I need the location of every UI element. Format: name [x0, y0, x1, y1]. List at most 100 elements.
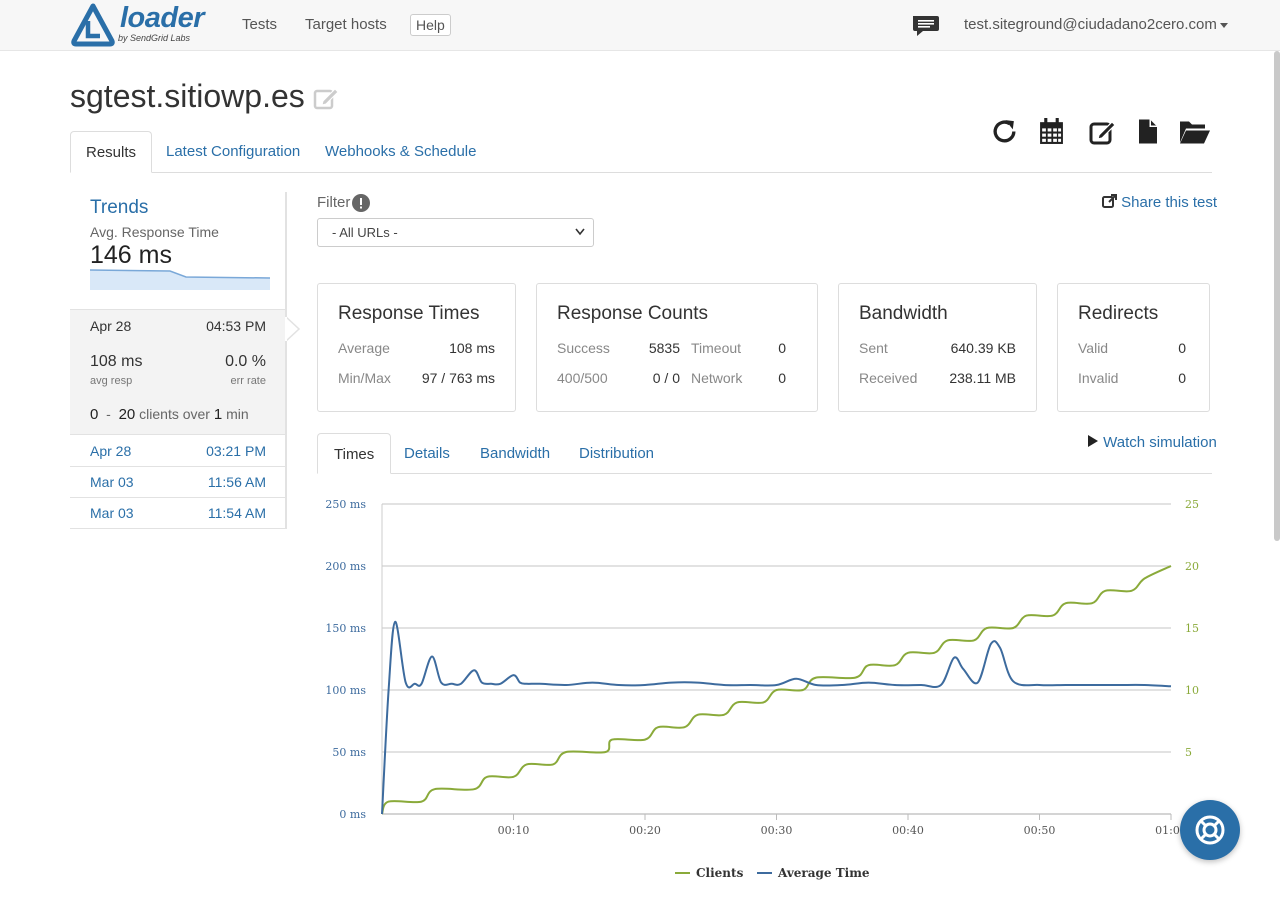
- minmax-value: 97 / 763 ms: [421, 370, 495, 386]
- y-left-tick-label: 250 ms: [325, 498, 366, 511]
- loader-logo-icon: [71, 3, 115, 47]
- y-right-tick-label: 10: [1185, 684, 1199, 697]
- run-clients-summary: 0 - 20 clients over 1 min: [90, 406, 249, 423]
- minmax-label: Min/Max: [338, 370, 391, 386]
- network-label: Network: [691, 370, 743, 386]
- trends-sparkline: [90, 269, 270, 290]
- chevron-down-icon: [1219, 22, 1228, 28]
- errors-label: 400/500: [557, 370, 608, 386]
- y-right-tick-label: 15: [1185, 622, 1199, 635]
- received-value: 238.11 MB: [949, 370, 1016, 386]
- run-avg-response-label: avg resp: [90, 375, 133, 387]
- nav-tests[interactable]: Tests: [242, 16, 278, 33]
- card-title: Response Times: [338, 303, 480, 324]
- invalid-label: Invalid: [1078, 370, 1119, 386]
- file-icon[interactable]: [1138, 118, 1158, 150]
- main-tabs: Results Latest Configuration Webhooks & …: [70, 131, 1212, 173]
- y-right-tick-label: 20: [1185, 560, 1199, 573]
- run-item-date: Mar 03: [90, 474, 134, 490]
- sent-label: Sent: [859, 340, 888, 356]
- tab-webhooks-schedule[interactable]: Webhooks & Schedule: [325, 143, 477, 160]
- brand-name: loader: [120, 2, 205, 34]
- active-test-run[interactable]: Apr 28 04:53 PM 108 ms avg resp 0.0 % er…: [70, 309, 285, 435]
- legend-label: Average Time: [777, 866, 870, 880]
- help-support-button[interactable]: [1180, 800, 1240, 860]
- watch-simulation-link[interactable]: Watch simulation: [1087, 434, 1217, 451]
- average-value: 108 ms: [449, 340, 495, 356]
- redirects-card: Redirects Valid 0 Invalid 0: [1057, 283, 1210, 412]
- run-error-rate-label: err rate: [230, 375, 266, 387]
- y-right-tick-label: 5: [1185, 746, 1192, 759]
- response-times-card: Response Times Average 108 ms Min/Max 97…: [317, 283, 516, 412]
- test-run-item[interactable]: Apr 28 03:21 PM: [70, 436, 285, 467]
- sent-value: 640.39 KB: [950, 340, 1016, 356]
- tab-bandwidth[interactable]: Bandwidth: [480, 445, 551, 462]
- tab-times[interactable]: Times: [317, 433, 392, 474]
- calendar-icon[interactable]: [1039, 118, 1064, 150]
- card-title: Response Counts: [557, 303, 709, 324]
- trends-value: 146 ms: [90, 241, 172, 269]
- card-title: Redirects: [1078, 303, 1159, 324]
- test-runs-sidebar: Trends Avg. Response Time 146 ms Apr 28 …: [70, 192, 301, 529]
- test-run-item[interactable]: Mar 03 11:54 AM: [70, 498, 285, 529]
- nav-target-hosts[interactable]: Target hosts: [305, 16, 387, 33]
- edit-icon[interactable]: [1089, 118, 1117, 150]
- success-label: Success: [557, 340, 610, 356]
- response-time-chart: 0 ms 50 ms 100 ms 150 ms 200 ms 250 ms 5 10 15 20…: [325, 498, 1199, 880]
- user-menu[interactable]: test.siteground@ciudadano2cero.com: [964, 16, 1228, 33]
- chat-icon[interactable]: [911, 14, 941, 43]
- valid-label: Valid: [1078, 340, 1109, 356]
- y-left-tick-label: 150 ms: [325, 622, 366, 635]
- x-tick-label: 00:30: [761, 824, 793, 837]
- clients-to: 20: [118, 406, 136, 423]
- run-avg-response: 108 ms: [90, 353, 143, 370]
- bandwidth-card: Bandwidth Sent 640.39 KB Received 238.11…: [838, 283, 1037, 412]
- clients-separator: -: [106, 406, 111, 422]
- url-filter-selected: - All URLs -: [332, 225, 398, 240]
- valid-value: 0: [1178, 340, 1186, 356]
- x-tick-label: 01:00: [1155, 824, 1187, 837]
- url-filter-select[interactable]: - All URLs -: [317, 218, 594, 247]
- test-run-item[interactable]: Mar 03 11:56 AM: [70, 467, 285, 498]
- run-item-time: 11:56 AM: [207, 474, 266, 490]
- average-label: Average: [338, 340, 390, 356]
- y-left-tick-label: 200 ms: [325, 560, 366, 573]
- trends-link[interactable]: Trends: [90, 197, 149, 218]
- run-duration: 1: [213, 406, 223, 423]
- tab-distribution[interactable]: Distribution: [579, 445, 655, 462]
- share-icon: [1102, 194, 1117, 208]
- brand-logo[interactable]: loader by SendGrid Labs: [70, 2, 210, 48]
- x-tick-label: 00:50: [1024, 824, 1056, 837]
- share-label: Share this test: [1121, 194, 1218, 211]
- active-run-pointer: [285, 316, 301, 342]
- filter-label: Filter: [317, 194, 351, 211]
- page-scrollbar[interactable]: [1274, 51, 1280, 541]
- run-item-time: 03:21 PM: [206, 443, 266, 459]
- tab-latest-configuration[interactable]: Latest Configuration: [166, 143, 301, 160]
- folder-open-icon[interactable]: [1179, 118, 1211, 150]
- timeout-label: Timeout: [691, 340, 742, 356]
- run-item-date: Mar 03: [90, 505, 134, 521]
- y-right-tick-label: 25: [1185, 498, 1199, 511]
- info-icon[interactable]: [352, 194, 370, 217]
- run-item-date: Apr 28: [90, 443, 132, 459]
- nav-help-button[interactable]: Help: [410, 14, 451, 36]
- lifebuoy-icon: [1195, 815, 1225, 845]
- top-navbar: loader by SendGrid Labs Tests Target hos…: [0, 0, 1280, 51]
- trends-subtitle: Avg. Response Time: [90, 224, 219, 240]
- edit-title-icon[interactable]: [313, 86, 339, 115]
- tab-details[interactable]: Details: [404, 445, 450, 462]
- clients-from: 0: [90, 406, 99, 423]
- page-title: sgtest.sitiowp.es: [70, 78, 305, 114]
- card-title: Bandwidth: [859, 303, 948, 324]
- x-tick-label: 00:10: [498, 824, 530, 837]
- refresh-icon[interactable]: [991, 118, 1018, 150]
- run-error-rate: 0.0 %: [225, 353, 266, 370]
- series-line-average-time: [381, 620, 1172, 815]
- chart-tabs: Times Details Bandwidth Distribution: [317, 433, 1212, 474]
- x-tick-label: 00:40: [892, 824, 924, 837]
- chevron-down-icon: [575, 228, 585, 236]
- share-test-link[interactable]: Share this test: [1102, 194, 1217, 211]
- tab-results[interactable]: Results: [70, 131, 153, 173]
- success-value: 5835: [648, 340, 680, 356]
